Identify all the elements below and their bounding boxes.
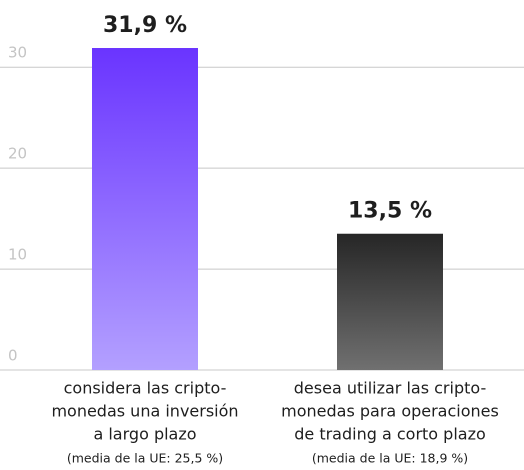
y-tick-label: 30 bbox=[8, 44, 27, 62]
y-tick-label: 0 bbox=[8, 347, 18, 365]
value-label: 31,9 % bbox=[103, 13, 187, 38]
category-label: considera las cripto- bbox=[64, 379, 227, 398]
category-label: a largo plazo bbox=[93, 425, 196, 444]
category-note: (media de la UE: 25,5 %) bbox=[67, 451, 223, 466]
category-label: desea utilizar las cripto- bbox=[294, 379, 486, 398]
bar bbox=[92, 48, 198, 371]
category-label: de trading a corto plazo bbox=[294, 425, 486, 444]
category-label: monedas para operaciones bbox=[281, 402, 499, 421]
value-label: 13,5 % bbox=[348, 199, 432, 224]
category-note: (media de la UE: 18,9 %) bbox=[312, 451, 468, 466]
y-tick-label: 10 bbox=[8, 246, 27, 264]
bar bbox=[337, 233, 443, 370]
category-label: monedas una inversión bbox=[51, 402, 238, 421]
y-tick-label: 20 bbox=[8, 145, 27, 163]
